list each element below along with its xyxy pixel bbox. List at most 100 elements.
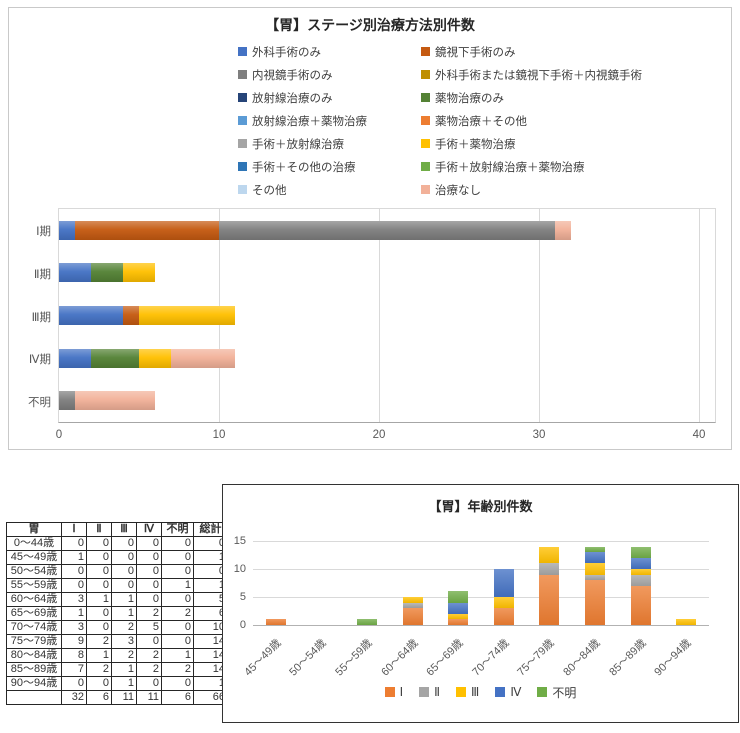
- table-cell: 0: [111, 550, 137, 565]
- table-cell: 0: [61, 564, 87, 579]
- legend-color-chip: [238, 47, 247, 56]
- table-cell: 0: [111, 536, 137, 551]
- bar-segment: [75, 391, 155, 411]
- legend-label: 放射線治療＋薬物治療: [252, 115, 367, 128]
- stage-legend-column-right: 鏡視下手術のみ 外科手術または鏡視下手術＋内視鏡手術 薬物治療のみ 薬物治療＋その他手…: [421, 40, 642, 201]
- legend-color-chip: [421, 70, 430, 79]
- age-bar-segment: [448, 591, 469, 603]
- table-cell: 0: [161, 676, 194, 691]
- legend-label: Ⅲ: [471, 685, 480, 699]
- age-bar-segment: [357, 619, 377, 625]
- table-cell: 2: [86, 634, 112, 649]
- bar-segment: [171, 348, 235, 368]
- table-cell: 80～84歳: [6, 648, 62, 663]
- table-cell: 1: [61, 550, 87, 565]
- table-cell: 0: [136, 536, 162, 551]
- x-tick-label: 30: [532, 429, 546, 441]
- table-head: 胃 Ⅰ Ⅱ Ⅲ Ⅳ 不明 総計: [6, 522, 228, 537]
- table-cell: 3: [111, 634, 137, 649]
- x-gridline: [699, 209, 700, 422]
- bar-segment: [59, 306, 123, 325]
- table-cell: 50～54歳: [6, 564, 62, 579]
- table-cell: 2: [111, 620, 137, 635]
- table-cell: 3: [61, 592, 87, 607]
- legend-item: 薬物治療＋その他: [421, 109, 642, 132]
- table-row: 65～69歳101226: [6, 606, 228, 621]
- legend-item: 手術＋薬物治療: [421, 132, 642, 155]
- legend-label: 手術＋放射線治療＋薬物治療: [435, 161, 585, 174]
- table-cell: 0: [111, 564, 137, 579]
- table-cell: 1: [86, 648, 112, 663]
- bar-segment: [555, 220, 571, 240]
- category-label: Ⅳ期: [28, 354, 51, 367]
- legend-color-chip: [421, 93, 430, 102]
- age-bar-segment: [493, 608, 514, 625]
- y-gridline: [253, 541, 709, 542]
- y-tick-label: 15: [233, 535, 246, 547]
- table-cell: 85～89歳: [6, 662, 62, 677]
- legend-item: 治療なし: [421, 178, 642, 201]
- table-header-cell: Ⅳ: [136, 522, 162, 537]
- category-label: Ⅰ期: [36, 226, 51, 239]
- y-gridline: [253, 625, 709, 626]
- age-bar-segment: [630, 574, 651, 586]
- legend-item: 外科手術のみ: [238, 40, 367, 63]
- legend-color-chip: [238, 139, 247, 148]
- legend-item: 不明: [537, 685, 576, 700]
- legend-item: その他: [238, 178, 367, 201]
- table-cell: 0: [161, 536, 194, 551]
- age-bar-segment: [402, 602, 423, 609]
- table-cell: 0: [86, 536, 112, 551]
- legend-label: Ⅱ: [434, 685, 441, 699]
- age-bar-segment: [493, 597, 514, 609]
- legend-color-chip: [238, 93, 247, 102]
- legend-color-chip: [384, 687, 395, 697]
- table-cell: 1: [111, 662, 137, 677]
- age-bar-segment: [493, 569, 514, 597]
- table-body: 0～44歳00000045～49歳10000150～54歳00000055～59…: [6, 536, 228, 705]
- legend-label: 治療なし: [435, 184, 481, 197]
- legend-color-chip: [238, 162, 247, 171]
- bar-row: [59, 263, 715, 283]
- age-bar-segment: [539, 563, 560, 575]
- table-cell: 1: [61, 606, 87, 621]
- bar-segment: [139, 306, 235, 325]
- table-row: 70～74歳 3 0 2 5 0 10: [6, 620, 228, 635]
- table-cell: 75～79歳: [6, 634, 62, 649]
- legend-label: 鏡視下手術のみ: [435, 46, 516, 59]
- legend-label: 手術＋放射線治療: [252, 138, 344, 151]
- age-bar-segment: [676, 619, 697, 625]
- legend-color-chip: [238, 116, 247, 125]
- age-bar-segment: [265, 619, 286, 625]
- table-cell: 6: [86, 690, 112, 705]
- bar-segment: [91, 348, 139, 368]
- bar-segment: [123, 306, 139, 325]
- legend-color-chip: [421, 139, 430, 148]
- age-bar-segment: [585, 563, 605, 575]
- table-cell: 2: [86, 662, 112, 677]
- legend-item: 鏡視下手術のみ: [421, 40, 642, 63]
- table-header-cell: Ⅲ: [111, 522, 137, 537]
- legend-item: 内視鏡手術のみ: [238, 63, 367, 86]
- age-chart-plot: 0 5 10 15 45～49歳 50～54歳 55～59歳 60～64歳 65～69歳 70～7…: [234, 535, 709, 678]
- stage-legend-column-left: 外科手術のみ 内視鏡手術のみ 放射線治療のみ 放射線治療＋薬物治療 手術＋放射線治療 手術…: [238, 40, 367, 201]
- table-cell: 5: [136, 620, 162, 635]
- x-tick-label: 0: [55, 429, 63, 441]
- bar-row: [59, 391, 715, 411]
- table-cell: 0～44歳: [6, 536, 62, 551]
- table-cell: 32: [61, 690, 87, 705]
- table-cell: 55～59歳: [6, 578, 62, 593]
- table-cell: 1: [161, 648, 194, 663]
- table-row: 45～49歳100001: [6, 550, 228, 565]
- legend-label: 手術＋薬物治療: [435, 138, 516, 151]
- table-cell: 70～74歳: [6, 620, 62, 635]
- table-header-row: 胃 Ⅰ Ⅱ Ⅲ Ⅳ 不明 総計: [6, 522, 228, 537]
- bar-segment: [219, 220, 555, 240]
- table-cell: 7: [61, 662, 87, 677]
- legend-item: 放射線治療のみ: [238, 86, 367, 109]
- category-label: 不明: [28, 396, 51, 409]
- bar-segment: [59, 348, 91, 368]
- stage-chart-title: 【胃】ステージ別治療方法別件数: [265, 17, 475, 33]
- table-row: 75～79歳 9 2 3 0 0 14: [6, 634, 228, 649]
- legend-color-chip: [421, 116, 430, 125]
